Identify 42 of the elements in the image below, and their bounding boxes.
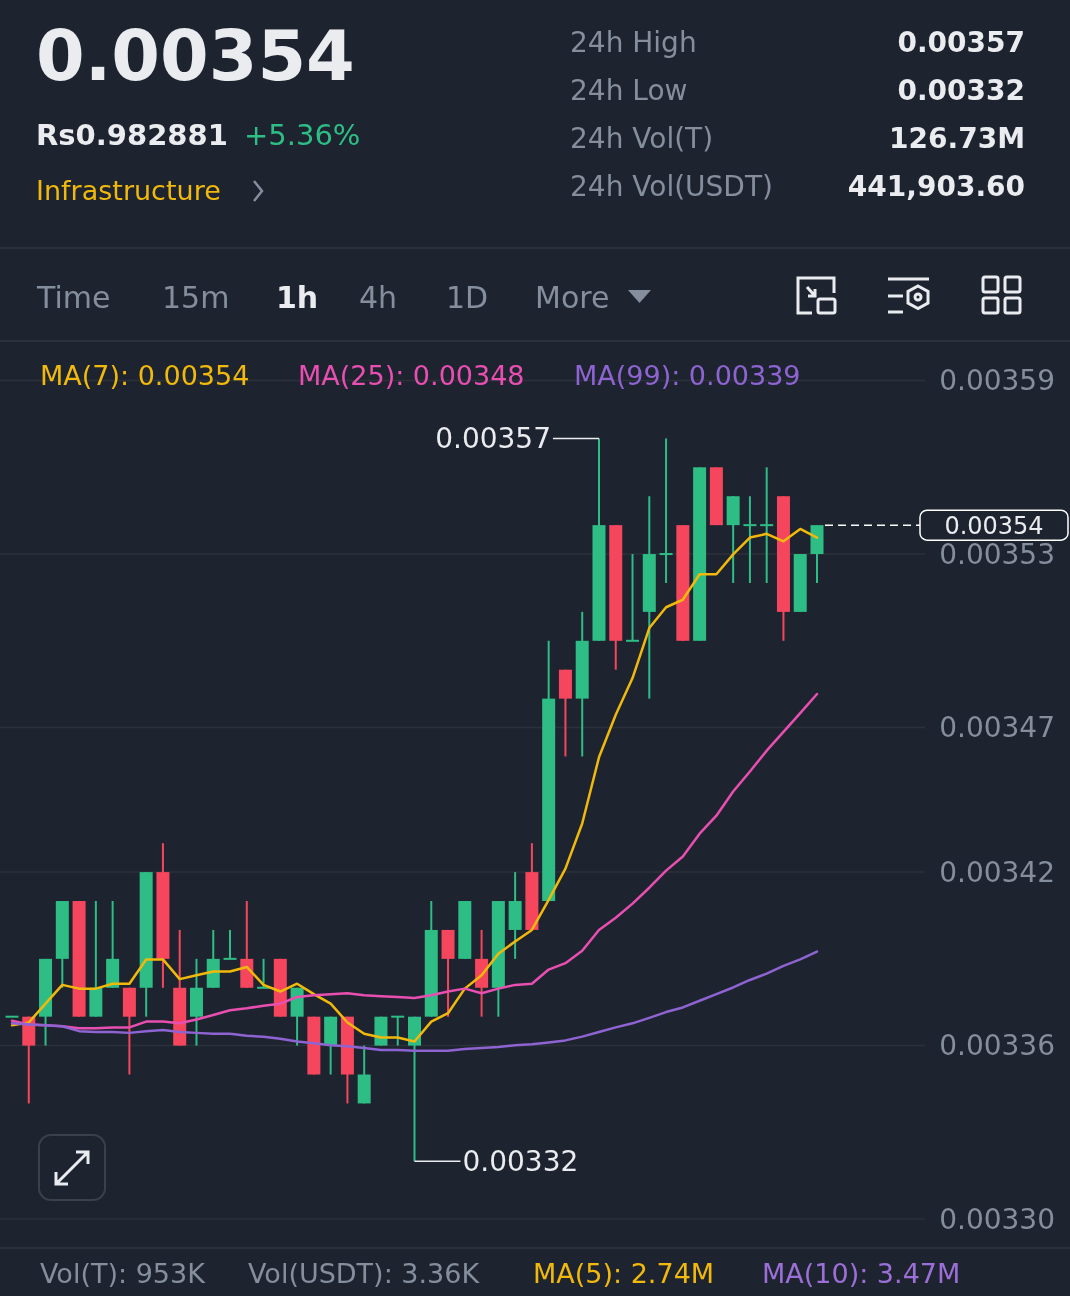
candlestick xyxy=(743,495,757,584)
y-tick-label: 0.00330 xyxy=(939,1202,1055,1236)
candlestick xyxy=(223,928,237,960)
text: MA(99): 0.00339 xyxy=(574,360,801,392)
text: MA(10): 3.47M xyxy=(762,1258,961,1289)
text: MA(5): 2.74M xyxy=(533,1258,715,1289)
ref-line-label: 0.00354 xyxy=(944,511,1044,540)
text: 24h Low xyxy=(570,74,688,107)
annotation: 0.00332 xyxy=(462,1145,579,1179)
y-tick-label: 0.00353 xyxy=(939,537,1055,571)
y-tick-label: 0.00359 xyxy=(939,364,1055,398)
text: More xyxy=(535,280,610,315)
text: +5.36% xyxy=(244,118,361,152)
annotation: 0.00357 xyxy=(435,422,551,456)
text: 4h xyxy=(359,280,398,315)
text: 24h High xyxy=(570,26,697,59)
text: Rs0.982881 xyxy=(36,118,228,152)
chart-title: 0.00354 xyxy=(36,15,355,97)
text: MA(25): 0.00348 xyxy=(298,360,525,392)
candlestick xyxy=(760,466,774,584)
text: 441,903.60 xyxy=(847,170,1025,203)
y-tick-label: 0.00336 xyxy=(939,1029,1055,1063)
text: 24h Vol(T) xyxy=(570,122,714,155)
text: 126.73M xyxy=(889,122,1025,155)
line-series xyxy=(10,950,819,1053)
text: 1h xyxy=(276,280,319,315)
text: Vol(T): 953K xyxy=(40,1258,207,1289)
text: 24h Vol(USDT) xyxy=(570,170,773,203)
text: 1D xyxy=(446,280,489,315)
text: Time xyxy=(36,280,111,315)
text: 0.00332 xyxy=(897,74,1025,107)
candlestick xyxy=(659,437,673,584)
candlestick xyxy=(626,553,640,642)
candlestick xyxy=(391,1015,405,1047)
text: 15m xyxy=(162,280,230,315)
text: 0.00357 xyxy=(897,26,1025,59)
y-tick-label: 0.00347 xyxy=(939,711,1055,745)
text: Infrastructure xyxy=(36,175,221,206)
y-tick-label: 0.00342 xyxy=(939,855,1055,889)
text: Vol(USDT): 3.36K xyxy=(248,1258,481,1289)
line-series xyxy=(10,692,819,1030)
text: MA(7): 0.00354 xyxy=(40,360,250,392)
